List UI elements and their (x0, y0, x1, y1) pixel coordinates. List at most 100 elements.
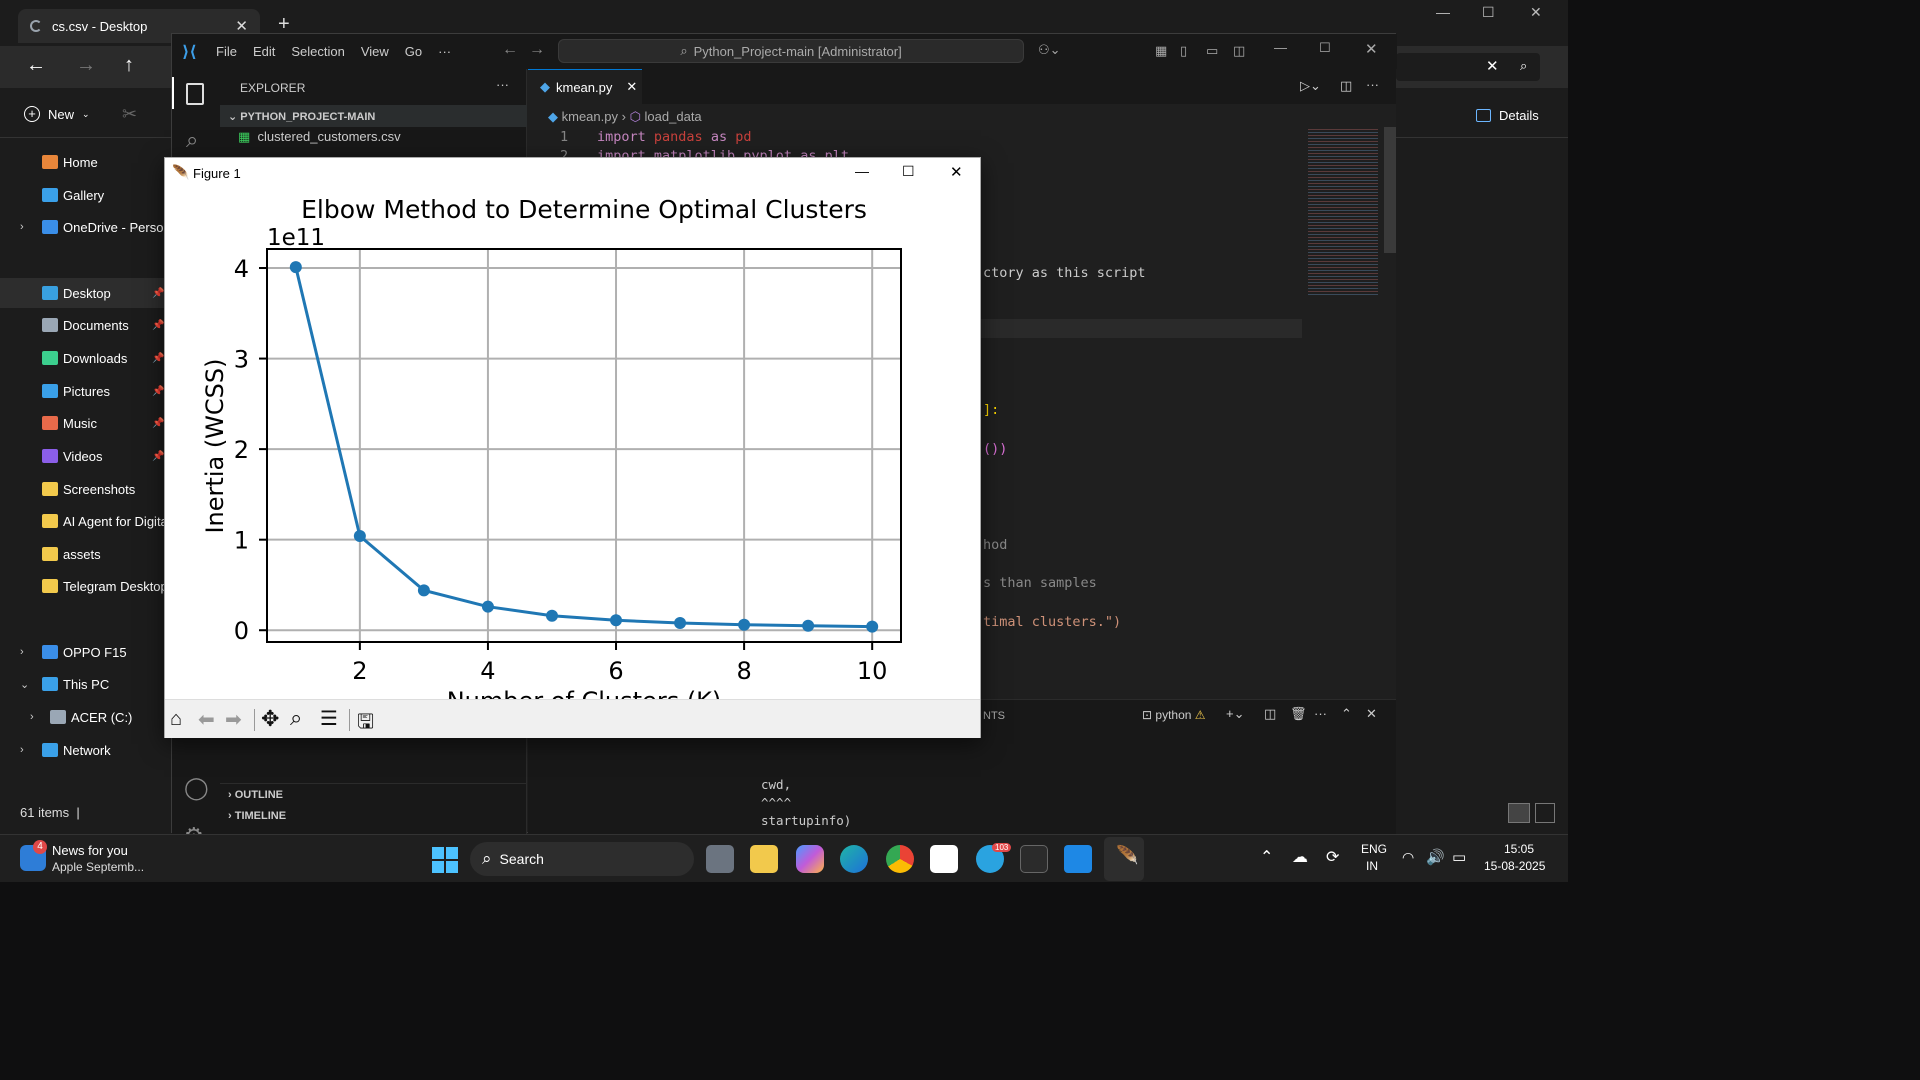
sidebar-item[interactable]: Documents 📌 (0, 310, 170, 340)
close-icon[interactable]: ✕ (1365, 41, 1378, 58)
breadcrumb-file[interactable]: kmean.py (561, 109, 618, 124)
back-icon[interactable]: ⬅ (198, 709, 215, 731)
store-icon[interactable] (930, 845, 958, 873)
split-terminal-icon[interactable]: ◫ (1264, 706, 1277, 721)
zoom-icon[interactable]: ⌕ (290, 705, 303, 730)
search-icon[interactable]: ⌕ (186, 127, 199, 152)
chevron-icon[interactable]: ⌄ (20, 678, 30, 691)
chevron-icon[interactable]: › (20, 221, 24, 233)
maximize-icon[interactable]: ☐ (1482, 4, 1495, 20)
sidebar-item[interactable]: AI Agent for Digita (0, 506, 170, 536)
files-icon[interactable] (186, 83, 204, 105)
chevron-icon[interactable]: › (20, 744, 24, 756)
more-actions-icon[interactable]: ··· (1366, 77, 1379, 92)
forward-icon[interactable]: ➡ (225, 709, 242, 731)
panel-tab-fragment[interactable]: NTS (983, 710, 1005, 722)
vscode-icon[interactable] (1064, 845, 1092, 873)
trash-icon[interactable]: 🗑 (1290, 706, 1307, 721)
breadcrumb-symbol[interactable]: load_data (644, 109, 702, 124)
sidebar-item[interactable]: › OneDrive - Persona (0, 212, 178, 242)
new-tab-button[interactable]: + (278, 13, 290, 35)
menu-item[interactable]: ··· (438, 44, 452, 59)
language-top[interactable]: ENG (1361, 842, 1388, 856)
sidebar-item[interactable]: Screenshots (0, 474, 170, 504)
sidebar-item[interactable]: Home (0, 147, 170, 177)
more-actions-icon[interactable]: ··· (1314, 706, 1327, 721)
project-folder[interactable]: ⌄ PYTHON_PROJECT-MAIN (220, 105, 527, 127)
sidebar-item[interactable]: Pictures 📌 (0, 376, 170, 406)
tab-kmean[interactable]: ◆ kmean.py ✕ (528, 69, 642, 104)
explorer-search-box[interactable]: ✕ ⌕ (1396, 53, 1540, 81)
home-icon[interactable]: ⌂ (170, 708, 183, 730)
minimize-icon[interactable]: — (1274, 40, 1287, 55)
clock-date[interactable]: 15-08-2025 (1484, 859, 1546, 873)
show-hidden-icon[interactable]: ⌃ (1260, 849, 1274, 866)
scrollbar[interactable] (1384, 127, 1396, 253)
menu-item[interactable]: View (360, 44, 389, 59)
terminal-selector[interactable]: ⊡ python ⚠ (1142, 708, 1206, 722)
list-view-icon[interactable] (1508, 803, 1530, 823)
edge-icon[interactable] (840, 845, 868, 873)
terminal-icon[interactable] (1020, 845, 1048, 873)
task-view-icon[interactable] (706, 845, 734, 873)
new-terminal-icon[interactable]: +⌄ (1226, 706, 1245, 721)
copilot-icon[interactable]: ⚇⌄ (1038, 42, 1061, 57)
run-icon[interactable]: ▷⌄ (1300, 78, 1321, 93)
maximize-panel-icon[interactable]: ⌃ (1341, 706, 1352, 721)
nav-back-icon[interactable]: ← (502, 41, 518, 58)
close-tab-icon[interactable]: ✕ (235, 18, 248, 35)
battery-icon[interactable]: ▭ (1452, 849, 1467, 866)
close-tab-icon[interactable]: ✕ (626, 79, 638, 94)
menu-item[interactable]: Selection (291, 44, 345, 59)
up-icon[interactable]: ↑ (124, 54, 134, 76)
chevron-icon[interactable]: › (30, 711, 34, 723)
close-icon[interactable]: ✕ (1530, 4, 1542, 20)
close-icon[interactable]: ✕ (950, 164, 963, 181)
sidebar-item[interactable]: Gallery (0, 180, 170, 210)
save-icon[interactable]: 🖫 (357, 711, 375, 733)
layout-icon[interactable]: ▦ (1155, 43, 1168, 58)
pan-icon[interactable]: ✥ (261, 706, 280, 731)
sidebar-item[interactable]: Videos 📌 (0, 441, 170, 471)
clock-time[interactable]: 15:05 (1504, 842, 1535, 856)
start-icon[interactable] (432, 847, 458, 873)
menu-item[interactable]: Go (404, 44, 423, 59)
new-button[interactable]: + New ⌄ (24, 106, 90, 122)
taskbar-search[interactable]: ⌕ Search (470, 842, 694, 876)
split-editor-icon[interactable]: ◫ (1340, 78, 1353, 93)
search-icon[interactable]: ⌕ (1520, 58, 1528, 73)
toggle-secondary-icon[interactable]: ◫ (1233, 43, 1246, 58)
cut-icon[interactable]: ✂ (122, 104, 138, 124)
chevron-icon[interactable]: › (20, 646, 24, 658)
minimize-icon[interactable]: — (855, 163, 869, 179)
sidebar-item[interactable]: › OPPO F15 (0, 637, 170, 667)
configure-icon[interactable]: ☰ (320, 708, 338, 730)
wifi-icon[interactable]: ◠ (1402, 849, 1415, 865)
outline-section[interactable]: › OUTLINE (220, 783, 527, 805)
copilot-icon[interactable] (796, 845, 824, 873)
sync-icon[interactable]: ⟳ (1326, 849, 1340, 866)
details-button[interactable]: Details (1476, 108, 1539, 123)
minimap[interactable] (1308, 127, 1378, 297)
sidebar-item[interactable]: ⌄ This PC (0, 669, 170, 699)
sidebar-item[interactable]: Downloads 📌 (0, 343, 170, 373)
maximize-icon[interactable]: ☐ (1319, 40, 1331, 55)
sidebar-item[interactable]: Telegram Desktop (0, 571, 170, 601)
sidebar-item[interactable]: › ACER (C:) (0, 702, 170, 732)
timeline-section[interactable]: › TIMELINE (228, 810, 287, 822)
minimize-icon[interactable]: — (1436, 4, 1450, 20)
cloud-icon[interactable]: ☁ (1292, 849, 1308, 866)
nav-forward-icon[interactable]: → (529, 41, 545, 58)
chrome-icon[interactable] (886, 845, 914, 873)
close-panel-icon[interactable]: ✕ (1366, 706, 1377, 721)
more-actions-icon[interactable]: ··· (496, 77, 509, 92)
command-center-search[interactable]: ⌕ Python_Project-main [Administrator] (558, 39, 1024, 63)
maximize-icon[interactable]: ☐ (902, 163, 915, 179)
sidebar-item[interactable]: Music 📌 (0, 408, 170, 438)
language-bottom[interactable]: IN (1366, 859, 1378, 873)
toggle-sidebar-icon[interactable]: ▯ (1180, 43, 1188, 58)
toggle-panel-icon[interactable]: ▭ (1206, 43, 1219, 58)
forward-icon[interactable]: → (76, 54, 96, 76)
sidebar-item[interactable]: › Network (0, 735, 170, 765)
news-title[interactable]: News for you (52, 843, 128, 858)
